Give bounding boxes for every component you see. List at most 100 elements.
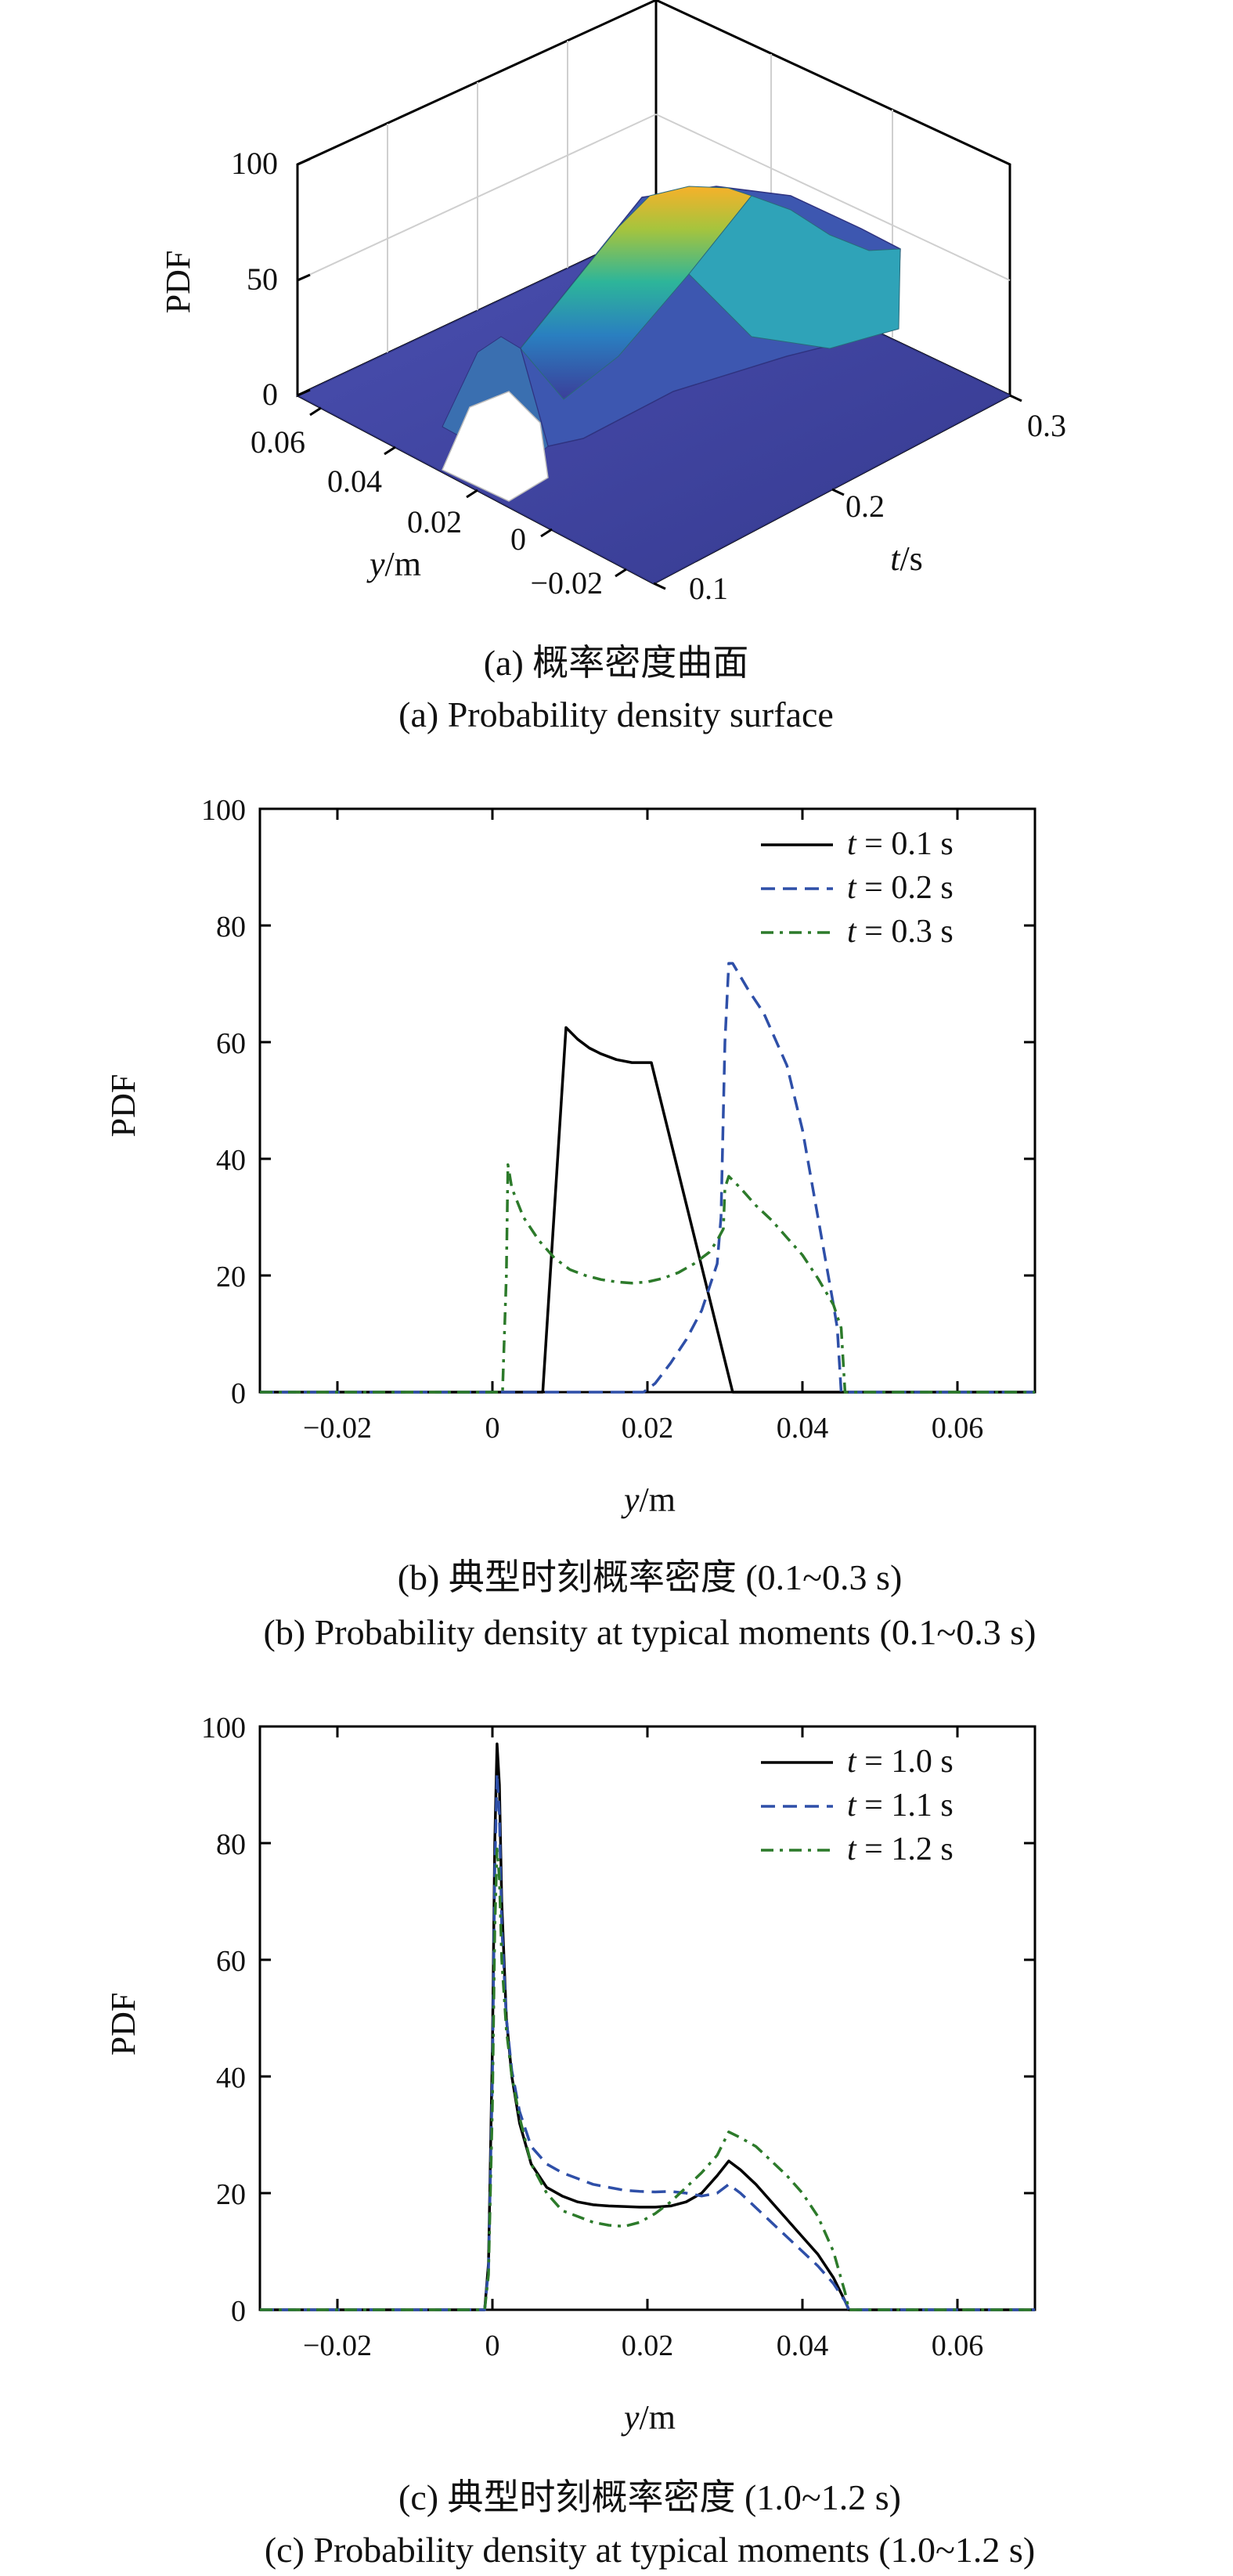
panel-b-x-tick-label: 0.06 <box>932 1412 984 1445</box>
panel-a-z-tick: 0 <box>262 377 278 412</box>
panel-b-x-label-unit: /m <box>640 1481 676 1519</box>
panel-a-y-label-unit: /m <box>385 545 421 583</box>
panel-a-z-tick: 50 <box>247 262 278 297</box>
panel-a-y-label-var: y <box>366 545 385 583</box>
panel-c-y-tick-label: 100 <box>201 1712 246 1744</box>
panel-a-z-tickmark <box>297 273 311 282</box>
panel-a-y-ticks: 0.06 0.04 0.02 0 −0.02 <box>251 424 603 601</box>
panel-a-y-label: y/m <box>366 545 421 583</box>
panel-a-y-tick: 0.04 <box>327 464 382 499</box>
panel-a-y-tick: 0.06 <box>251 424 305 460</box>
panel-b-legend-value: = 0.3 s <box>856 914 954 950</box>
panel-b-legend-entry-3: t = 0.3 s <box>847 914 954 950</box>
panel-a-t-tickmark <box>1009 394 1022 402</box>
panel-a-t-ticks: 0.1 0.2 0.3 <box>689 408 1066 606</box>
panel-a-t-tick: 0.2 <box>845 489 885 524</box>
panel-c-y-tick-label: 40 <box>216 2062 246 2094</box>
panel-a-z-tickmark <box>297 388 311 397</box>
panel-a-y-tick: 0 <box>510 521 526 557</box>
panel-c-x-tick-label: 0.06 <box>932 2329 984 2362</box>
panel-a-t-tickmarks <box>653 394 1022 590</box>
panel-a-y-tickmark <box>540 528 553 538</box>
panel-c-y-tick-label: 60 <box>216 1945 246 1978</box>
panel-a-surface-peak <box>520 186 752 400</box>
panel-c-x-tick-label: 0 <box>485 2329 500 2362</box>
panel-a-t-label: t/s <box>890 539 923 578</box>
panel-b-y-tick-label: 20 <box>216 1261 246 1293</box>
panel-b-x-tick-label: 0.02 <box>622 1412 674 1445</box>
panel-a-surface-ridge <box>442 186 901 502</box>
panel-a-y-tick: 0.02 <box>407 504 462 539</box>
panel-a-y-tickmarks <box>309 406 627 578</box>
panel-b-legend-var: t <box>847 914 857 950</box>
panel-b-y-axis-label: PDF <box>104 1074 142 1138</box>
panel-b-legend-var: t <box>847 826 857 862</box>
panel-c-caption-en: (c) Probability density at typical momen… <box>265 2530 1035 2570</box>
panel-c-caption-cn: (c) 典型时刻概率密度 (1.0~1.2 s) <box>398 2477 901 2517</box>
panel-c-legend-entry-1: t = 1.0 s <box>847 1744 954 1780</box>
panel-a-t-tickmark <box>653 582 666 590</box>
panel-b-series-line-3 <box>260 1163 1035 1394</box>
panel-a-t-label-var: t <box>890 539 901 578</box>
panel-c-x-tick-label: 0.04 <box>777 2329 829 2362</box>
panel-b-legend-entry-1: t = 0.1 s <box>847 826 954 862</box>
panel-a-z-ticks: 100 50 0 <box>231 146 278 412</box>
panel-b-caption-en: (b) Probability density at typical momen… <box>264 1612 1037 1652</box>
panel-b-y-tick-label: 80 <box>216 911 246 943</box>
panel-c-legend-var: t <box>847 1831 857 1867</box>
panel-a-y-tickmark <box>615 568 627 578</box>
panel-a: 100 50 0 PDF 0.06 0.04 0.02 0 −0.02 y/m <box>159 0 1066 734</box>
panel-a-z-tickmark <box>297 157 311 166</box>
panel-c-y-tick-label: 80 <box>216 1828 246 1861</box>
panel-c-legend-var: t <box>847 1788 857 1824</box>
panel-c-legend-entry-2: t = 1.1 s <box>847 1788 954 1824</box>
panel-b-legend-value: = 0.1 s <box>856 826 954 862</box>
panel-a-surface-slope <box>688 195 901 349</box>
panel-c-legend-entry-3: t = 1.2 s <box>847 1831 954 1867</box>
panel-b-y-tick-label: 0 <box>231 1377 246 1410</box>
panel-b-legend-var: t <box>847 870 857 906</box>
panel-a-grid-z50-right <box>655 114 1011 281</box>
panel-c-series-line-2 <box>260 1771 1035 2311</box>
panel-a-y-tickmark <box>466 489 478 499</box>
panel-a-t-label-unit: /s <box>900 539 922 578</box>
panel-a-z-label: PDF <box>159 251 197 314</box>
panel-b-series-line-2 <box>260 961 1035 1394</box>
panel-b-x-axis-label: y/m <box>621 1481 676 1519</box>
panel-b-x-label-var: y <box>621 1481 640 1519</box>
panel-b-x-tick-label: −0.02 <box>303 1412 372 1445</box>
panel-c-series-line-3 <box>260 1847 1035 2311</box>
panel-a-z-tickmarks <box>297 157 311 397</box>
panel-c-x-label-unit: /m <box>640 2398 676 2437</box>
panel-c-x-axis-label: y/m <box>621 2398 676 2437</box>
panel-a-t-tick: 0.1 <box>689 571 728 606</box>
panel-a-caption-en: (a) Probability density surface <box>398 695 834 734</box>
panel-c-series-line-1 <box>260 1742 1035 2311</box>
panel-b-caption-cn: (b) 典型时刻概率密度 (0.1~0.3 s) <box>398 1557 903 1597</box>
panel-b-y-tick-label: 60 <box>216 1027 246 1060</box>
panel-c-legend-var: t <box>847 1744 857 1780</box>
panel-b-legend-entry-2: t = 0.2 s <box>847 870 954 906</box>
panel-c-y-axis-label: PDF <box>104 1993 142 2056</box>
panel-a-surface-hole <box>442 391 549 502</box>
panel-a-t-tick: 0.3 <box>1027 408 1066 443</box>
panel-b-x-tick-label: 0 <box>485 1412 500 1445</box>
panel-c-legend-value: = 1.0 s <box>856 1744 954 1780</box>
panel-c-x-tick-label: 0.02 <box>622 2329 674 2362</box>
panel-c-x-label-var: y <box>621 2398 640 2437</box>
panel-a-t-tickmark <box>831 488 845 496</box>
panel-b-x-tick-label: 0.04 <box>777 1412 829 1445</box>
panel-b-series-line-1 <box>260 1026 1035 1394</box>
panel-a-y-tickmark <box>384 446 396 456</box>
panel-c-x-tick-label: −0.02 <box>303 2329 372 2362</box>
panel-b-y-tick-label: 100 <box>201 794 246 827</box>
panel-a-z-tick: 100 <box>231 146 278 181</box>
panel-c-y-tick-label: 20 <box>216 2178 246 2211</box>
panel-a-y-tick: −0.02 <box>530 565 603 601</box>
panel-c-y-tick-label: 0 <box>231 2295 246 2328</box>
